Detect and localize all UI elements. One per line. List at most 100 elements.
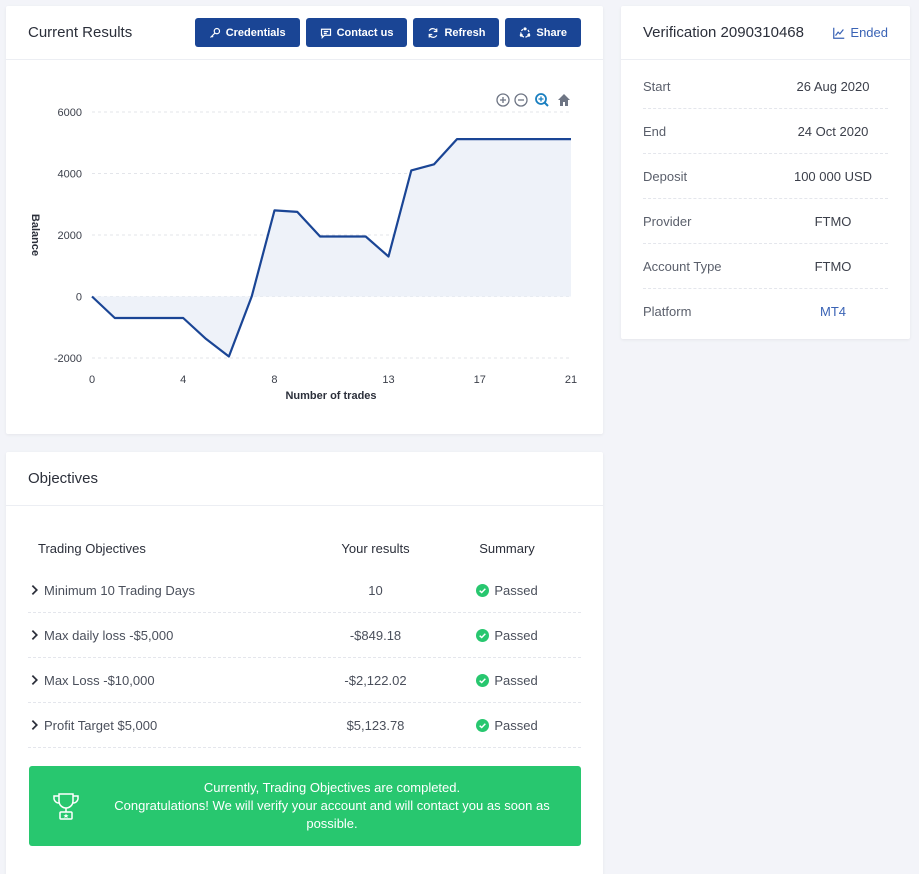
y-axis-label: Balance (29, 214, 41, 256)
banner-line-1: Currently, Trading Objectives are comple… (203, 780, 461, 795)
verification-card: Verification 2090310468 Ended Start 26 A… (621, 6, 910, 339)
refresh-icon (429, 27, 438, 38)
objective-summary: Passed (433, 718, 581, 733)
objective-result: -$2,122.02 (344, 672, 407, 688)
x-tick-label: 13 (382, 374, 394, 386)
y-tick-label: 0 (76, 292, 82, 304)
x-tick-label: 0 (89, 374, 95, 386)
objectives-table: Trading Objectives Your results Summary … (28, 528, 581, 748)
balance-chart: 6000 4000 2000 0 -2000 0 4 8 13 17 21 Number of t… (29, 93, 577, 402)
balance-area (92, 139, 571, 357)
platform-link[interactable]: MT4 (820, 304, 846, 319)
check-circle-icon (476, 628, 490, 642)
objective-row[interactable]: Max daily loss -$5,000 -$849.18 Passed (28, 613, 581, 658)
summary-status: Passed (494, 582, 538, 598)
share-label: Share (536, 26, 567, 39)
objective-summary: Passed (433, 673, 581, 688)
objectives-card: Objectives Trading Objectives Your resul… (6, 452, 603, 874)
refresh-button[interactable]: Refresh (413, 18, 500, 47)
x-tick-label: 17 (474, 374, 486, 386)
objective-cell: Profit Target $5,000 (28, 718, 318, 733)
x-tick-label: 8 (271, 374, 277, 386)
y-tick-label: -2000 (54, 353, 82, 365)
objective-summary: Passed (433, 583, 581, 598)
info-value: 100 000 USD (793, 168, 873, 184)
y-axis-ticks: 6000 4000 2000 0 -2000 (54, 107, 82, 365)
info-label: End (643, 123, 667, 139)
credentials-label: Credentials (225, 26, 286, 39)
info-value: FTMO (814, 213, 852, 229)
zoom-out-icon[interactable] (514, 93, 528, 107)
info-row-account-type: Account Type FTMO (643, 244, 888, 289)
y-tick-label: 2000 (58, 230, 82, 242)
banner-text: Currently, Trading Objectives are comple… (83, 779, 581, 833)
credentials-button[interactable]: Credentials (194, 18, 300, 47)
info-label: Platform (643, 304, 692, 319)
info-value: 26 Aug 2020 (796, 78, 870, 94)
chevron-right-icon[interactable] (28, 718, 42, 732)
objective-result: $5,123.78 (346, 717, 405, 733)
magnify-icon[interactable] (535, 93, 549, 107)
x-axis-label: Number of trades (285, 390, 376, 402)
chevron-right-icon[interactable] (28, 628, 42, 642)
objective-rows: Minimum 10 Trading Days 10 Passed Max daily… (28, 568, 581, 748)
verification-header: Verification 2090310468 Ended (621, 6, 910, 60)
objective-cell: Max daily loss -$5,000 (28, 628, 318, 643)
chart-line-icon (833, 27, 845, 39)
summary-status: Passed (494, 627, 538, 643)
results-header: Current Results Credentials Contact us R… (6, 6, 603, 60)
info-value: FTMO (814, 258, 852, 274)
objective-name: Max Loss -$10,000 (44, 672, 155, 688)
objective-row[interactable]: Profit Target $5,000 $5,123.78 Passed (28, 703, 581, 748)
info-label: Provider (643, 213, 692, 229)
verification-title: Verification 2090310468 (643, 24, 804, 41)
chevron-right-icon[interactable] (28, 583, 42, 597)
completion-banner: Currently, Trading Objectives are comple… (29, 766, 581, 846)
objective-result: 10 (368, 582, 383, 598)
status-badge: Ended (832, 25, 888, 40)
col-header-result: Your results (341, 540, 410, 556)
verification-details: Start 26 Aug 2020 End 24 Oct 2020 Deposi… (621, 60, 910, 334)
check-circle-icon (476, 673, 490, 687)
check-circle-icon (476, 718, 490, 732)
summary-status: Passed (494, 672, 538, 688)
objective-cell: Max Loss -$10,000 (28, 673, 318, 688)
x-axis-ticks: 0 4 8 13 17 21 (89, 374, 577, 386)
objective-name: Max daily loss -$5,000 (44, 627, 174, 643)
info-value: 24 Oct 2020 (797, 123, 869, 139)
info-row-end: End 24 Oct 2020 (643, 109, 888, 154)
objectives-title: Objectives (28, 470, 99, 487)
current-results-card: Current Results Credentials Contact us R… (6, 6, 603, 434)
info-label: Account Type (643, 258, 722, 274)
chat-icon (320, 28, 331, 39)
objective-cell: Minimum 10 Trading Days (28, 583, 318, 598)
balance-line (91, 138, 571, 358)
check-circle-icon (476, 583, 490, 597)
key-icon (209, 27, 220, 38)
chart-toolbar (496, 93, 570, 107)
home-icon[interactable] (558, 94, 570, 106)
banner-line-2: Congratulations! We will verify your acc… (114, 798, 550, 831)
results-actions: Credentials Contact us Refresh Share (194, 18, 581, 47)
contact-us-button[interactable]: Contact us (305, 18, 408, 47)
table-header: Trading Objectives Your results Summary (28, 528, 581, 568)
objective-summary: Passed (433, 628, 581, 643)
trophy-icon (53, 793, 79, 820)
info-row-start: Start 26 Aug 2020 (643, 64, 888, 109)
share-icon (520, 26, 531, 38)
objective-row[interactable]: Minimum 10 Trading Days 10 Passed (28, 568, 581, 613)
col-header-objective: Trading Objectives (38, 540, 146, 556)
contact-us-label: Contact us (336, 26, 394, 39)
objective-row[interactable]: Max Loss -$10,000 -$2,122.02 Passed (28, 658, 581, 703)
x-tick-label: 21 (565, 374, 577, 386)
results-title: Current Results (28, 24, 133, 41)
chevron-right-icon[interactable] (28, 673, 42, 687)
share-button[interactable]: Share (505, 18, 581, 47)
y-tick-label: 4000 (58, 169, 82, 181)
info-row-provider: Provider FTMO (643, 199, 888, 244)
summary-status: Passed (494, 717, 538, 733)
x-tick-label: 4 (180, 374, 186, 386)
objectives-header: Objectives (6, 452, 603, 506)
zoom-in-icon[interactable] (496, 93, 510, 107)
info-label: Start (643, 78, 671, 94)
